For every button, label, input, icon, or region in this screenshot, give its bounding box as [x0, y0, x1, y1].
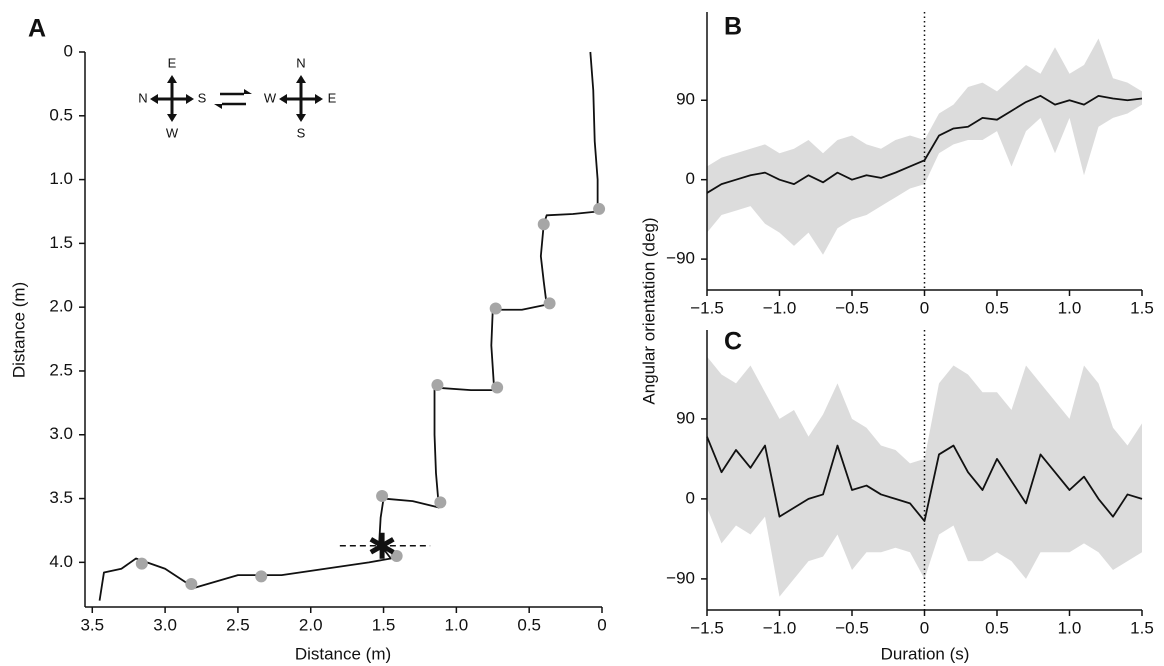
y-tick-label: 1.0: [49, 169, 73, 188]
x-tick-label: 0: [920, 618, 929, 637]
x-tick-label: 0.5: [517, 615, 541, 634]
compass-label: E: [328, 90, 337, 105]
y-tick-label: −90: [666, 249, 695, 268]
y-tick-label: 0: [686, 488, 695, 507]
y-axis-label: Angular orientation (deg): [639, 217, 658, 404]
x-tick-label: −1.0: [763, 298, 797, 317]
waypoint: [537, 218, 550, 231]
x-tick-label: 2.5: [226, 615, 250, 634]
y-tick-label: 0: [686, 169, 695, 188]
y-tick-label: 2.0: [49, 297, 73, 316]
x-tick-label: −1.0: [763, 618, 797, 637]
x-tick-label: −1.5: [690, 298, 724, 317]
waypoint: [255, 570, 268, 583]
x-tick-label: 1.0: [1058, 298, 1082, 317]
sd-band: [707, 38, 1142, 255]
x-tick-label: 1.5: [372, 615, 396, 634]
compass-label: N: [138, 90, 147, 105]
x-tick-label: 0.5: [985, 298, 1009, 317]
x-axis-label: Duration (s): [881, 644, 970, 663]
y-tick-label: 90: [676, 90, 695, 109]
y-tick-label: 3.5: [49, 488, 73, 507]
panel-label: A: [28, 15, 46, 43]
y-tick-label: 2.5: [49, 360, 73, 379]
y-tick-label: 0: [64, 41, 73, 60]
x-tick-label: 1.5: [1130, 298, 1154, 317]
waypoint: [543, 297, 556, 310]
x-tick-label: 3.5: [80, 615, 104, 634]
sd-band: [707, 356, 1142, 597]
waypoint: [491, 381, 504, 394]
waypoint: [390, 549, 403, 562]
x-axis-label: Distance (m): [295, 644, 391, 663]
x-tick-label: −0.5: [835, 298, 869, 317]
start-marker: [369, 532, 395, 559]
mean-line: [706, 94, 1143, 194]
waypoint: [376, 490, 389, 502]
y-tick-label: 3.0: [49, 424, 73, 443]
panel-label: B: [724, 13, 742, 41]
compass-label: W: [264, 90, 277, 105]
waypoint: [431, 379, 444, 391]
y-tick-label: −90: [666, 568, 695, 587]
compass-label: S: [297, 125, 306, 140]
x-tick-label: 1.5: [1130, 618, 1154, 637]
compass-label: N: [296, 55, 305, 70]
waypoint: [185, 578, 198, 591]
compass-label: W: [166, 125, 179, 140]
waypoint: [434, 496, 447, 509]
x-tick-label: 0: [920, 298, 929, 317]
trajectory: [98, 51, 599, 601]
x-tick-label: 0.5: [985, 618, 1009, 637]
waypoint: [593, 202, 606, 215]
x-tick-label: −1.5: [690, 618, 724, 637]
compass-inset: [150, 75, 323, 122]
y-tick-label: 4.0: [49, 552, 73, 571]
mean-line: [706, 436, 1143, 523]
x-tick-label: 2.0: [299, 615, 323, 634]
compass-label: S: [198, 90, 207, 105]
y-tick-label: 1.5: [49, 233, 73, 252]
x-tick-label: 1.0: [1058, 618, 1082, 637]
x-tick-label: 1.0: [445, 615, 469, 634]
y-tick-label: 90: [676, 408, 695, 427]
swap-arrowhead: [214, 89, 252, 109]
x-tick-label: 3.0: [153, 615, 177, 634]
x-tick-label: −0.5: [835, 618, 869, 637]
y-tick-label: 0.5: [49, 105, 73, 124]
waypoint: [489, 302, 502, 315]
waypoint: [135, 557, 148, 570]
y-axis-label: Distance (m): [9, 282, 28, 378]
x-tick-label: 0: [597, 615, 606, 634]
panel-label: C: [724, 328, 742, 356]
compass-label: E: [168, 55, 177, 70]
